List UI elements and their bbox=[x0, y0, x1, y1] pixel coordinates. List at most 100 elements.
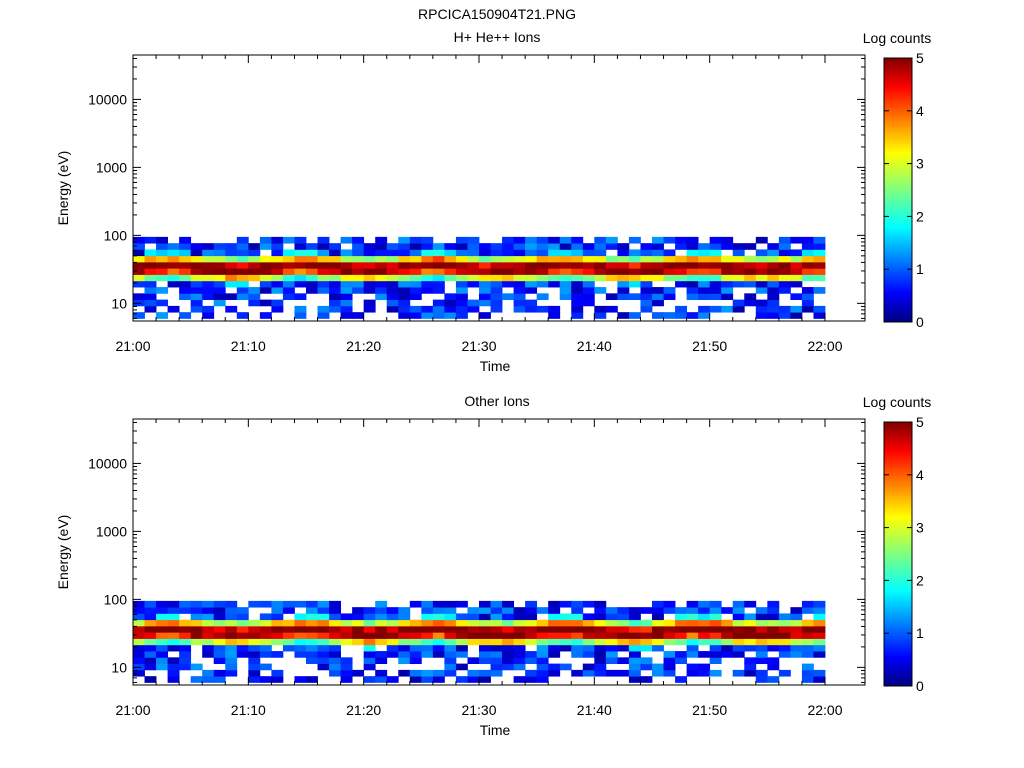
spectrogram-cell bbox=[144, 280, 157, 288]
spectrogram-cell bbox=[790, 632, 803, 639]
spectrogram-cell bbox=[167, 305, 180, 313]
spectrogram-cell bbox=[467, 261, 480, 269]
spectrogram-cell bbox=[744, 613, 757, 621]
spectrogram-cell bbox=[652, 638, 664, 646]
spectrogram-cell bbox=[709, 305, 722, 313]
spectrogram-cell bbox=[663, 287, 676, 294]
spectrogram-cell bbox=[617, 287, 630, 294]
spectrogram-cell bbox=[559, 625, 572, 633]
spectrogram-cell bbox=[536, 268, 549, 275]
spectrogram-cell bbox=[698, 619, 711, 627]
spectrogram-cell bbox=[582, 638, 595, 646]
spectrogram-cell bbox=[652, 274, 664, 282]
spectrogram-cell bbox=[179, 644, 192, 652]
spectrogram-cell bbox=[386, 293, 399, 301]
spectrogram-cell bbox=[582, 287, 595, 294]
spectrogram-cell bbox=[709, 644, 722, 652]
x-tick-label: 21:20 bbox=[346, 338, 381, 354]
spectrogram-cell bbox=[432, 268, 445, 275]
spectrogram-cell bbox=[640, 632, 653, 639]
spectrogram-cell bbox=[375, 261, 388, 269]
spectrogram-cell bbox=[190, 619, 203, 627]
spectrogram-cell bbox=[640, 663, 653, 671]
spectrogram-cell bbox=[259, 651, 272, 658]
spectrogram-cell bbox=[617, 638, 630, 646]
spectrogram-cell bbox=[259, 638, 272, 646]
spectrogram-cell bbox=[594, 613, 607, 621]
spectrogram-cell bbox=[432, 644, 445, 652]
spectrogram-cell bbox=[801, 299, 814, 307]
spectrogram-cell bbox=[133, 293, 145, 301]
spectrogram-cell bbox=[663, 663, 676, 671]
spectrogram-cell bbox=[755, 287, 768, 294]
spectrogram-cell bbox=[271, 607, 284, 614]
spectrogram-cell bbox=[213, 280, 226, 288]
spectrogram-cell bbox=[306, 600, 318, 608]
spectrogram-cell bbox=[317, 280, 330, 288]
spectrogram-cell bbox=[179, 293, 192, 301]
spectrogram-cell bbox=[628, 657, 641, 665]
spectrogram-cell bbox=[709, 669, 722, 677]
spectrogram-cell bbox=[698, 305, 711, 313]
spectrogram-cell bbox=[813, 651, 826, 658]
spectrogram-cell bbox=[352, 287, 365, 294]
spectrogram-cell bbox=[444, 607, 457, 614]
spectrogram-cell bbox=[409, 312, 422, 319]
spectrogram-cell bbox=[628, 268, 641, 275]
y-axis-label: Energy (eV) bbox=[55, 151, 71, 226]
spectrogram-cell bbox=[455, 632, 468, 639]
spectrogram-cell bbox=[179, 619, 192, 627]
spectrogram-cell bbox=[594, 268, 607, 275]
spectrogram-cell bbox=[755, 249, 768, 257]
spectrogram-cell bbox=[594, 619, 607, 627]
spectrogram-cell bbox=[375, 236, 388, 244]
spectrogram-cell bbox=[421, 255, 434, 263]
spectrogram-cell bbox=[548, 268, 561, 275]
spectrogram-cell bbox=[790, 236, 803, 244]
spectrogram-cell bbox=[444, 299, 457, 307]
spectrogram-cell bbox=[225, 261, 238, 269]
spectrogram-cell bbox=[444, 312, 457, 319]
spectrogram-cell bbox=[513, 657, 526, 665]
spectrogram-cell bbox=[432, 243, 445, 250]
spectrogram-cell bbox=[144, 268, 157, 275]
spectrogram-cell bbox=[282, 255, 295, 263]
spectrogram-cell bbox=[133, 657, 145, 665]
spectrogram-cell bbox=[375, 607, 388, 614]
spectrogram-cell bbox=[663, 261, 676, 269]
spectrogram-cell bbox=[801, 676, 814, 683]
spectrogram-cell bbox=[778, 243, 791, 250]
spectrogram-cell bbox=[236, 236, 249, 244]
spectrogram-cell bbox=[652, 663, 664, 671]
spectrogram-cell bbox=[559, 638, 572, 646]
spectrogram-cell bbox=[628, 651, 641, 658]
spectrogram-cell bbox=[213, 625, 226, 633]
spectrogram-cell bbox=[467, 632, 480, 639]
spectrogram-cell bbox=[467, 607, 480, 614]
spectrogram-cell bbox=[767, 261, 780, 269]
spectrogram-cell bbox=[444, 274, 457, 282]
spectrogram-cell bbox=[721, 261, 734, 269]
spectrogram-cell bbox=[525, 274, 538, 282]
spectrogram-cell bbox=[628, 632, 641, 639]
spectrogram-cell bbox=[698, 663, 711, 671]
spectrogram-cell bbox=[409, 255, 422, 263]
spectrogram-cell bbox=[375, 293, 388, 301]
y-tick-label: 1000 bbox=[96, 159, 127, 175]
spectrogram-cell bbox=[213, 255, 226, 263]
spectrogram-cell bbox=[490, 644, 503, 652]
spectrogram-cell bbox=[732, 268, 745, 275]
spectrogram-cell bbox=[248, 632, 261, 639]
spectrogram-cell bbox=[571, 249, 584, 257]
spectrogram-cell bbox=[513, 663, 526, 671]
spectrogram-cell bbox=[675, 236, 687, 244]
spectrogram-cell bbox=[571, 274, 584, 282]
spectrogram-cell bbox=[513, 249, 526, 257]
spectrogram-cell bbox=[167, 657, 180, 665]
spectrogram-cell bbox=[213, 644, 226, 652]
spectrogram-cell bbox=[375, 255, 388, 263]
spectrogram-cell bbox=[317, 663, 330, 671]
spectrogram-cell bbox=[225, 638, 238, 646]
spectrogram-cell bbox=[652, 236, 664, 244]
